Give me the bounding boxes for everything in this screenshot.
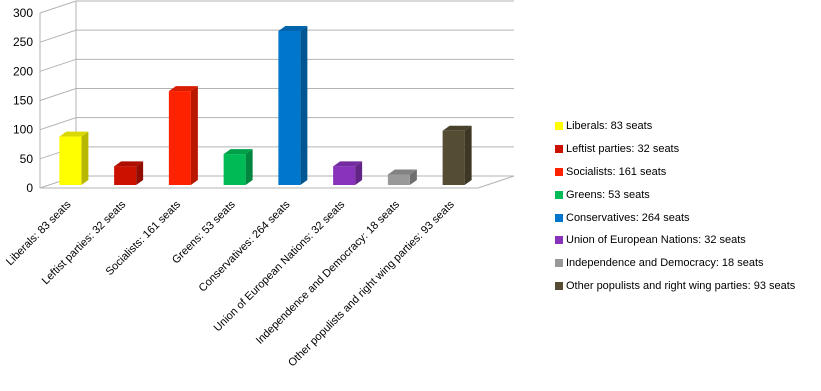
legend-item: Independence and Democracy: 18 seats [555,252,795,275]
bar-front [168,91,191,185]
legend-label: Other populists and right wing parties: … [566,279,796,292]
bar [114,161,144,185]
legend-label: Conservatives: 264 seats [566,211,690,224]
legend-label: Independence and Democracy: 18 seats [566,257,764,270]
y-tick-label: 200 [13,64,33,78]
legend-swatch [555,236,563,245]
bar [223,149,253,185]
gridline [39,29,514,43]
bar-front [333,166,356,185]
legend-item: Liberals: 83 seats [555,115,795,138]
bar [278,26,308,185]
bar-front [278,31,301,185]
bar-top [387,169,417,175]
gridline [39,58,514,72]
legend-item: Conservatives: 264 seats [555,206,795,229]
legend-swatch [555,167,563,176]
bar [59,131,89,185]
y-tick-label: 100 [13,123,33,137]
legend-item: Greens: 53 seats [555,183,795,206]
bar-top [59,131,89,137]
bars [59,26,472,185]
bar-top [223,149,253,155]
bar [442,125,472,185]
bar-side [245,149,253,185]
legend-item: Leftist parties: 32 seats [555,138,795,161]
legend-swatch [555,281,563,290]
bar-front [442,130,465,185]
bar-side [409,169,417,185]
bar [168,86,198,185]
bar-side [136,161,144,185]
y-axis-tick-labels: 0 50 100 150 200 250 300 [13,6,33,195]
bar-top [442,125,472,131]
legend-item: Union of European Nations: 32 seats [555,229,795,252]
legend-label: Liberals: 83 seats [566,120,653,133]
bar-side [81,131,89,185]
gridline [39,117,514,131]
bar-top [114,161,144,167]
bar-side [190,86,198,185]
bar-side [355,161,363,185]
bar-front [59,136,82,185]
legend-swatch [555,213,563,222]
legend-swatch [555,259,563,268]
bar [333,161,363,185]
y-tick-label: 300 [13,6,33,20]
gridlines [39,0,515,189]
legend-swatch [555,145,563,154]
gridline [39,0,514,14]
bar-side [300,26,308,185]
bar-side [464,125,472,185]
y-tick-label: 50 [20,152,34,166]
bar [387,169,417,185]
x-tick-label: Conservatives: 264 seats [197,198,293,294]
floor-right-edge [477,175,515,189]
legend-label: Socialists: 161 seats [566,165,667,178]
y-tick-label: 0 [26,181,33,195]
y-tick-label: 250 [13,35,33,49]
bar-top [168,86,198,92]
legend: Liberals: 83 seats Leftist parties: 32 se… [555,115,795,297]
bar-front [114,166,137,185]
legend-item: Other populists and right wing parties: … [555,275,795,298]
legend-swatch [555,190,563,199]
legend-swatch [555,122,563,131]
legend-label: Leftist parties: 32 seats [566,143,680,156]
bar-front [387,174,410,185]
legend-label: Union of European Nations: 32 seats [566,234,746,247]
bar-front [223,154,246,185]
bar-top [278,26,308,31]
legend-item: Socialists: 161 seats [555,161,795,184]
gridline [39,88,514,101]
legend-label: Greens: 53 seats [566,188,650,201]
y-tick-label: 150 [13,94,33,108]
bar-top [333,161,363,167]
